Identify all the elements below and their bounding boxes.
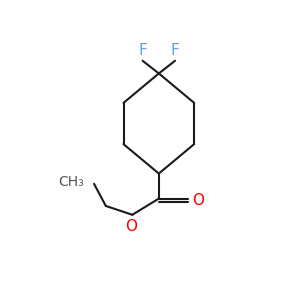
Text: F: F <box>171 43 179 58</box>
Text: F: F <box>138 43 147 58</box>
Text: CH₃: CH₃ <box>58 176 84 189</box>
Text: O: O <box>125 219 137 234</box>
Text: O: O <box>192 193 204 208</box>
